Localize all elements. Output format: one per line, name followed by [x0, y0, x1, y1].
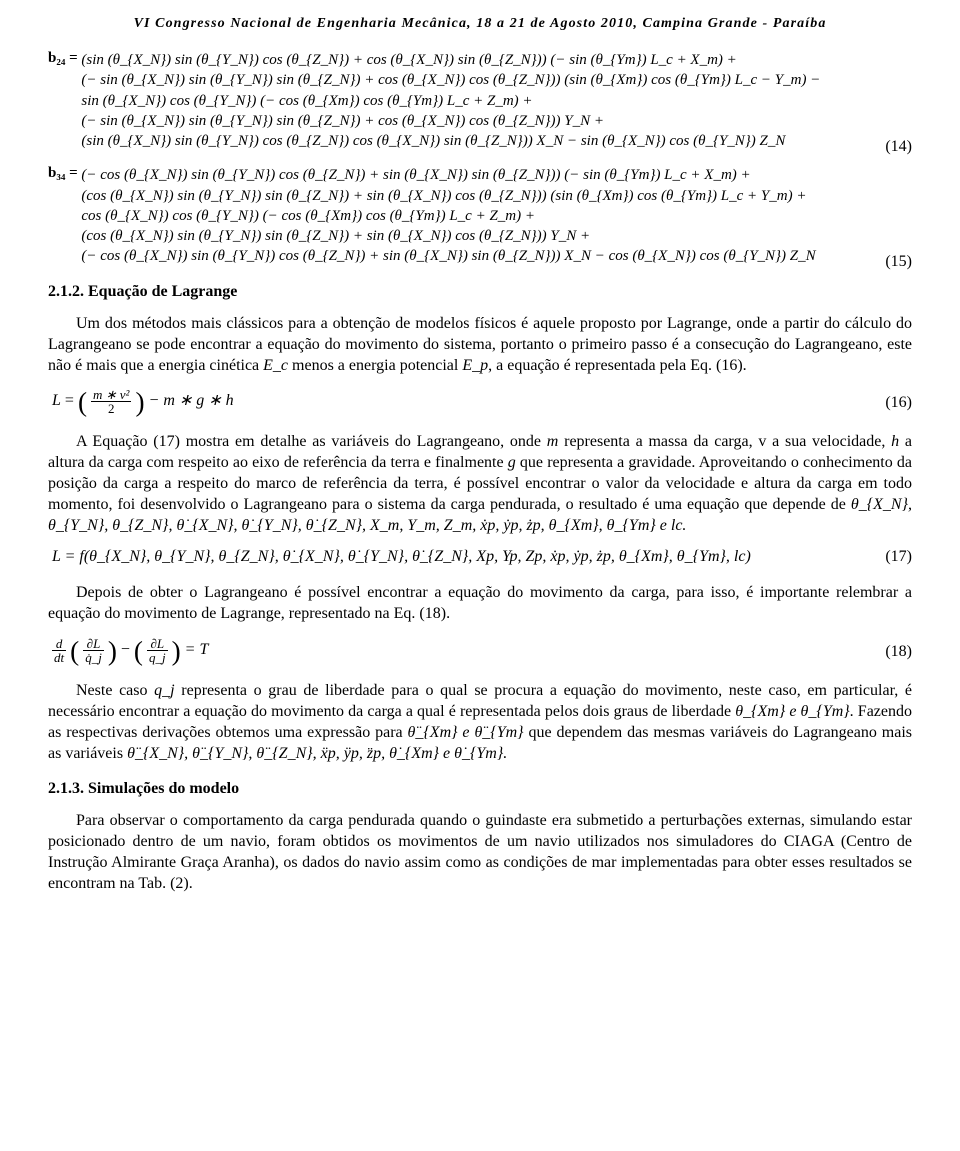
- eq16-den: 2: [91, 401, 131, 415]
- paragraph-5: Para observar o comportamento da carga p…: [48, 810, 912, 894]
- p2b: representa a massa da carga, v a sua vel…: [558, 433, 891, 450]
- p5: Para observar o comportamento da carga p…: [48, 812, 912, 892]
- eq15-line-4: (cos (θ_{X_N}) sin (θ_{Y_N}) sin (θ_{Z_N…: [81, 226, 815, 246]
- minus-icon: −: [121, 641, 134, 658]
- p2-h: h: [891, 433, 899, 450]
- eq18-number: (18): [885, 643, 912, 661]
- paragraph-3: Depois de obter o Lagrangeano é possível…: [48, 582, 912, 624]
- section-212-title: Equação de Lagrange: [84, 283, 237, 300]
- p2-m: m: [547, 433, 559, 450]
- p1b: menos a energia potencial: [288, 357, 462, 374]
- p3: Depois de obter o Lagrangeano é possível…: [48, 584, 912, 622]
- eq15-line-2: (cos (θ_{X_N}) sin (θ_{Y_N}) sin (θ_{Z_N…: [81, 186, 815, 206]
- p1c: , a equação é representada pela Eq. (16)…: [488, 357, 747, 374]
- p1-Ep: E_p: [462, 357, 488, 374]
- eq14-prefix: b₂₄ =: [48, 50, 78, 67]
- eq16-L: L: [52, 392, 61, 409]
- eq14-line-1: (sin (θ_{X_N}) sin (θ_{Y_N}) cos (θ_{Z_N…: [81, 50, 820, 70]
- eq14-number: (14): [885, 138, 912, 156]
- eq14-line-3: sin (θ_{X_N}) cos (θ_{Y_N}) (− cos (θ_{X…: [81, 91, 820, 111]
- eq16-number: (16): [885, 394, 912, 412]
- running-header: VI Congresso Nacional de Engenharia Mecâ…: [48, 14, 912, 32]
- eq14-line-5: (sin (θ_{X_N}) sin (θ_{Y_N}) cos (θ_{Z_N…: [81, 131, 820, 151]
- eq15-prefix: b₃₄ =: [48, 165, 78, 182]
- equation-16: L = ( m ∗ v² 2 ) − m ∗ g ∗ h (16): [52, 388, 912, 415]
- eq15-line-3: cos (θ_{X_N}) cos (θ_{Y_N}) (− cos (θ_{X…: [81, 206, 815, 226]
- eq18-b-num: ∂L: [147, 637, 168, 650]
- equation-18: d dt ( ∂L q̇_j ) − ( ∂L q_j ) = T (18): [52, 637, 912, 664]
- paragraph-1: Um dos métodos mais clássicos para a obt…: [48, 313, 912, 376]
- section-213-title: Simulações do modelo: [84, 780, 239, 797]
- p2a: A Equação (17) mostra em detalhe as vari…: [76, 433, 547, 450]
- paragraph-4: Neste caso q_j representa o grau de libe…: [48, 680, 912, 764]
- eq16-eq: =: [61, 392, 78, 409]
- lparen-icon: (: [78, 387, 87, 417]
- paragraph-2: A Equação (17) mostra em detalhe as vari…: [48, 431, 912, 537]
- eq18-ddt-num: d: [52, 637, 66, 650]
- lparen2-icon: (: [70, 636, 79, 666]
- eq18-a-num: ∂L: [83, 637, 104, 650]
- eq14-line-2: (− sin (θ_{X_N}) sin (θ_{Y_N}) sin (θ_{Z…: [81, 70, 820, 90]
- section-212-number: 2.1.2.: [48, 283, 84, 300]
- section-213-number: 2.1.3.: [48, 780, 84, 797]
- eq15-line-1: (− cos (θ_{X_N}) sin (θ_{Y_N}) cos (θ_{Z…: [81, 165, 815, 185]
- page: VI Congresso Nacional de Engenharia Mecâ…: [0, 0, 960, 1151]
- p4-qj: q_j: [154, 682, 174, 699]
- eq18-rhs: = T: [185, 641, 209, 658]
- eq17-number: (17): [885, 548, 912, 566]
- rparen2-icon: ): [108, 636, 117, 666]
- section-213-heading: 2.1.3. Simulações do modelo: [48, 780, 912, 798]
- eq18-a-den: q̇_j: [83, 650, 104, 664]
- eq16-minus: − m ∗ g ∗ h: [145, 392, 234, 409]
- rparen-icon: ): [135, 387, 144, 417]
- equation-17: L = f(θ_{X_N}, θ_{Y_N}, θ_{Z_N}, θ̇_{X_N…: [52, 548, 912, 566]
- p4e: θ̈_{Xm} e θ̈_{Ym}: [408, 724, 524, 741]
- eq15-line-5: (− cos (θ_{X_N}) sin (θ_{Y_N}) cos (θ_{Z…: [81, 246, 815, 266]
- eq16-num: m ∗ v²: [91, 388, 131, 401]
- p1-Ec: E_c: [263, 357, 288, 374]
- eq18-b-den: q_j: [147, 650, 168, 664]
- equation-15: b₃₄ = (− cos (θ_{X_N}) sin (θ_{Y_N}) cos…: [48, 165, 912, 266]
- running-header-text: VI Congresso Nacional de Engenharia Mecâ…: [134, 16, 827, 31]
- eq17-text: L = f(θ_{X_N}, θ_{Y_N}, θ_{Z_N}, θ̇_{X_N…: [52, 548, 751, 565]
- p2-g: g: [508, 454, 516, 471]
- p4g: θ̈_{X_N}, θ̈_{Y_N}, θ̈_{Z_N}, ẍp, ÿp, z̈…: [127, 745, 507, 762]
- eq15-number: (15): [885, 253, 912, 271]
- p4c: θ_{Xm} e θ_{Ym}: [735, 703, 849, 720]
- p4a: Neste caso: [76, 682, 154, 699]
- equation-14: b₂₄ = (sin (θ_{X_N}) sin (θ_{Y_N}) cos (…: [48, 50, 912, 151]
- eq18-ddt-den: dt: [52, 650, 66, 664]
- eq14-line-4: (− sin (θ_{X_N}) sin (θ_{Y_N}) sin (θ_{Z…: [81, 111, 820, 131]
- rparen3-icon: ): [172, 636, 181, 666]
- lparen3-icon: (: [134, 636, 143, 666]
- section-212-heading: 2.1.2. Equação de Lagrange: [48, 283, 912, 301]
